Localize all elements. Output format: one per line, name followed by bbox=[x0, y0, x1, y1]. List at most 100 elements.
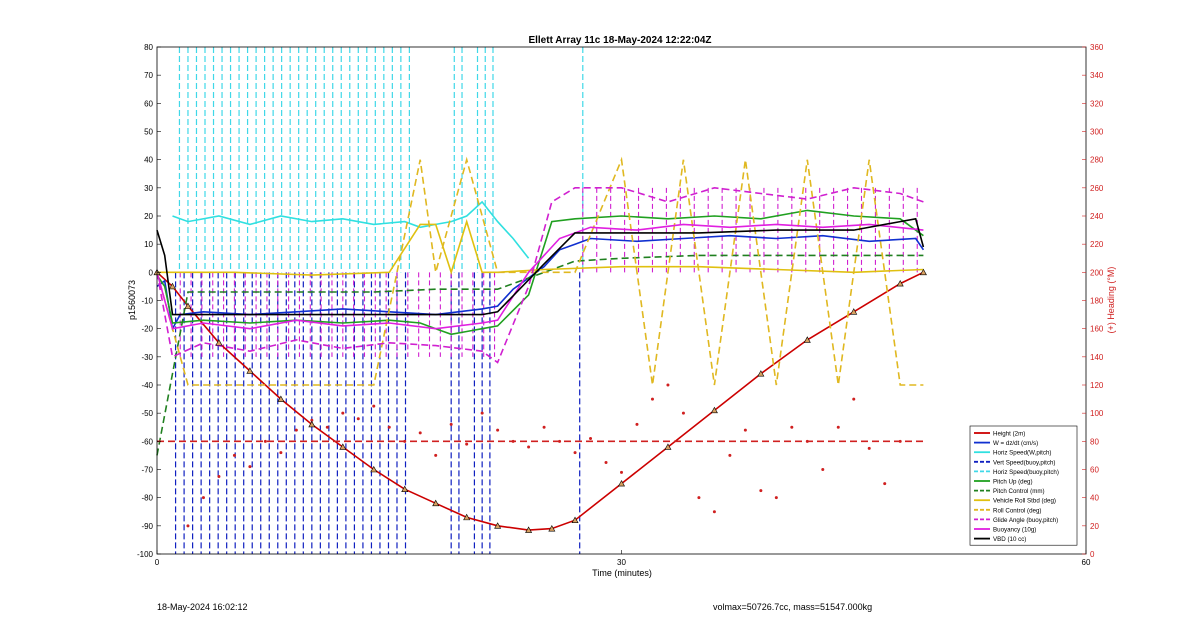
right-tick-label: 60 bbox=[1090, 466, 1099, 475]
legend-label-buoyancy-10g: Buoyancy (10g) bbox=[993, 527, 1036, 534]
series-glide-angle-buoy-pitch-line bbox=[156, 186, 924, 364]
chart-title: Ellett Array 11c 18-May-2024 12:22:04Z bbox=[528, 35, 711, 46]
height-marker bbox=[308, 420, 316, 428]
right-axis-ticks: 3603403203002802602402202001801601401201… bbox=[1082, 43, 1104, 559]
heading-point bbox=[325, 425, 329, 429]
heading-point bbox=[387, 425, 391, 429]
legend-label-glide-angle-buoy-pitch: Glide Angle (buoy,pitch) bbox=[993, 517, 1058, 524]
heading-point bbox=[434, 453, 438, 457]
left-tick-label: -80 bbox=[141, 494, 153, 503]
right-tick-label: 160 bbox=[1090, 325, 1104, 334]
heading-point bbox=[527, 445, 531, 449]
heading-point bbox=[217, 475, 221, 479]
heading-point bbox=[852, 397, 856, 401]
heading-point bbox=[558, 439, 562, 443]
bottom-tick-label: 60 bbox=[1082, 558, 1091, 567]
left-tick-label: 70 bbox=[144, 71, 153, 80]
heading-scatter bbox=[186, 383, 902, 528]
height-marker bbox=[401, 485, 409, 493]
plot-area bbox=[157, 47, 1086, 554]
heading-point bbox=[697, 496, 701, 500]
right-tick-label: 360 bbox=[1090, 43, 1104, 52]
left-tick-label: 10 bbox=[144, 240, 153, 249]
height-marker bbox=[525, 526, 533, 533]
height-marker bbox=[617, 479, 626, 487]
heading-point bbox=[728, 453, 732, 457]
heading-point bbox=[589, 437, 593, 441]
height-marker bbox=[215, 339, 223, 346]
heading-point bbox=[542, 425, 546, 429]
right-tick-label: 240 bbox=[1090, 212, 1104, 221]
heading-point bbox=[650, 397, 654, 401]
right-tick-label: 140 bbox=[1090, 353, 1104, 362]
heading-point bbox=[743, 428, 747, 432]
heading-point bbox=[496, 428, 500, 432]
left-tick-label: 20 bbox=[144, 212, 153, 221]
timestamp-footer: 18-May-2024 16:02:12 bbox=[157, 602, 248, 612]
heading-point bbox=[666, 383, 670, 387]
heading-point bbox=[294, 428, 298, 432]
heading-point bbox=[465, 442, 469, 446]
height-marker bbox=[803, 336, 811, 343]
height-marker bbox=[339, 443, 347, 450]
left-axis-ticks: 80 70 60 50 40 30 20 10 0 -10 -20 -30 -40 -50 -60 -70 -8… bbox=[137, 43, 161, 559]
right-tick-label: 100 bbox=[1090, 409, 1104, 418]
heading-point bbox=[310, 418, 314, 422]
heading-point bbox=[821, 468, 825, 471]
heading-point bbox=[681, 411, 685, 415]
left-tick-label: 50 bbox=[144, 128, 153, 137]
right-tick-label: 220 bbox=[1090, 240, 1104, 249]
heading-point bbox=[341, 411, 345, 415]
left-tick-label: -50 bbox=[141, 409, 153, 418]
heading-point bbox=[805, 439, 809, 443]
height-marker bbox=[571, 516, 579, 523]
left-tick-label: -10 bbox=[141, 297, 153, 306]
height-marker bbox=[184, 302, 192, 309]
right-tick-label: 120 bbox=[1090, 381, 1104, 390]
height-marker bbox=[664, 443, 672, 450]
heading-point bbox=[836, 425, 840, 429]
heading-point bbox=[356, 417, 360, 421]
right-tick-label: 0 bbox=[1090, 550, 1095, 559]
left-tick-label: -70 bbox=[141, 466, 153, 475]
left-tick-label: -60 bbox=[141, 437, 153, 446]
heading-point bbox=[248, 465, 252, 469]
height-marker bbox=[168, 282, 176, 290]
series-vbd-10-cc-line bbox=[156, 217, 925, 316]
heading-point bbox=[232, 453, 236, 457]
left-tick-label: 0 bbox=[149, 268, 154, 277]
heading-point bbox=[635, 422, 639, 426]
y-axis-label-right: (+) Heading (°M) bbox=[1106, 267, 1116, 334]
height-markers bbox=[153, 268, 927, 533]
series-pitch-control-mm-line bbox=[156, 254, 924, 456]
legend-label-horiz-speed-w-pitch: Horiz Speed(W,pitch) bbox=[993, 450, 1051, 457]
bottom-tick-label: 0 bbox=[155, 558, 160, 567]
height-marker bbox=[919, 268, 927, 276]
heading-point bbox=[201, 496, 205, 500]
height-marker bbox=[757, 370, 765, 377]
height-marker bbox=[432, 499, 440, 507]
heading-point bbox=[620, 470, 623, 474]
left-tick-label: 40 bbox=[144, 156, 153, 165]
right-tick-label: 320 bbox=[1090, 99, 1104, 108]
right-tick-label: 300 bbox=[1090, 128, 1104, 137]
heading-point bbox=[480, 411, 484, 415]
heading-point bbox=[898, 439, 902, 443]
left-tick-label: 80 bbox=[144, 43, 153, 52]
series-vehicle-roll-stbd-deg-line bbox=[157, 218, 924, 276]
x-axis-label: Time (minutes) bbox=[592, 568, 652, 578]
legend-box bbox=[969, 425, 1078, 546]
height-marker bbox=[277, 395, 285, 402]
series-w-dz-dt-cm-s-line bbox=[156, 234, 925, 332]
series-lines bbox=[156, 156, 925, 531]
heading-point bbox=[883, 482, 887, 486]
legend-label-horiz-speed-buoy-pitch: Horiz Speed(buoy,pitch) bbox=[993, 469, 1059, 476]
legend-label-pitch-up-deg: Pitch Up (deg) bbox=[993, 479, 1033, 486]
heading-point bbox=[867, 446, 871, 450]
left-tick-label: -20 bbox=[141, 325, 153, 334]
heading-point bbox=[403, 439, 407, 443]
left-tick-label: 60 bbox=[144, 99, 153, 108]
series-height-2m-line bbox=[156, 271, 924, 531]
heading-point bbox=[573, 451, 577, 455]
